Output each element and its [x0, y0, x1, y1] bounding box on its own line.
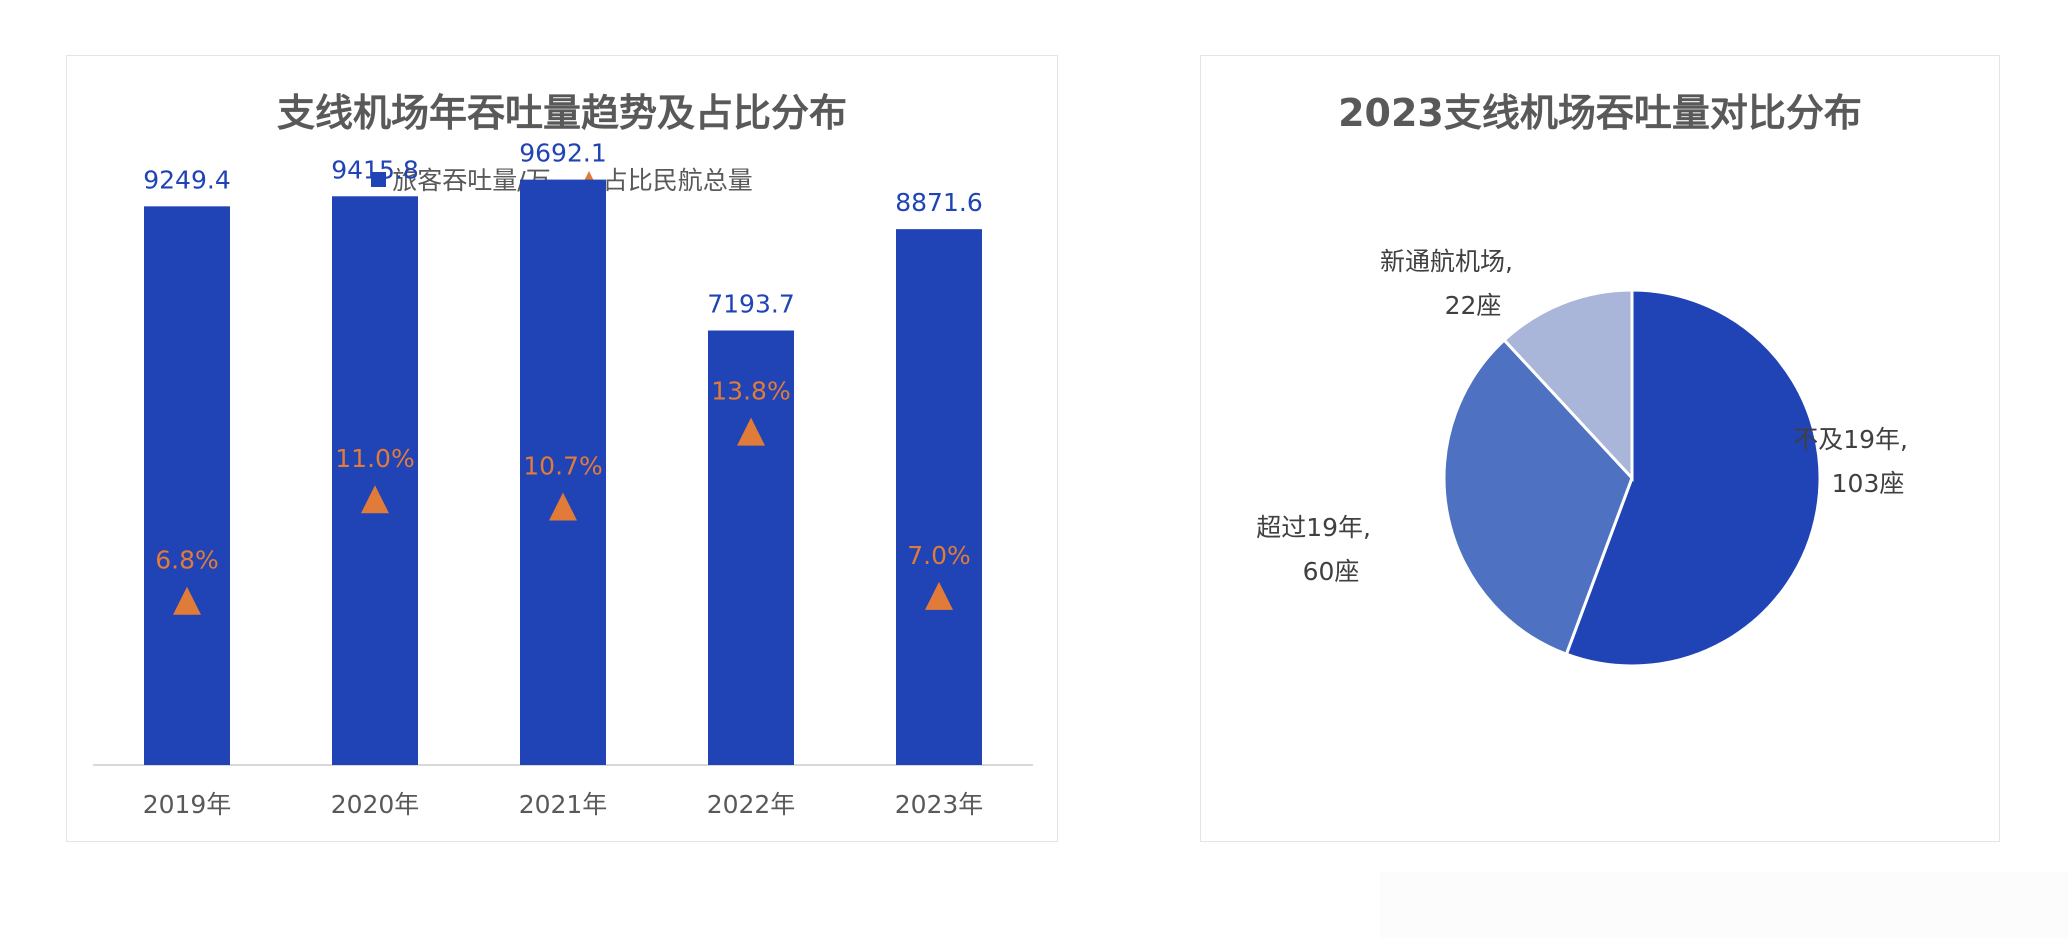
pie-chart-panel: 2023支线机场吞吐量对比分布 不及19年, 103座超过19年, 60座 新通航机场… [1200, 55, 2000, 842]
bar-value-label-1: 9249.4 [143, 165, 230, 194]
bar-4 [708, 330, 794, 765]
legend-square-icon [371, 171, 387, 187]
x-tick-label-2: 2020年 [331, 790, 420, 819]
pie-slice-1 [1564, 288, 1822, 668]
share-marker-2 [361, 485, 389, 514]
bar-value-label-5: 8871.6 [895, 188, 982, 217]
bar-chart-title: 支线机场年吞吐量趋势及占比分布 [276, 91, 847, 135]
share-label-4: 13.8% [711, 377, 790, 406]
pie-label-1-line2: 103座 [1832, 469, 1905, 498]
x-tick-label-4: 2022年 [707, 790, 796, 819]
share-marker-5 [925, 581, 953, 610]
background-fade [1380, 872, 2068, 938]
bar-chart-panel: 支线机场年吞吐量趋势及占比分布 旅客吞吐量/万 占比民航总量 9249.4 6.8… [66, 55, 1058, 842]
bar-value-label-4: 7193.7 [707, 290, 794, 319]
share-marker-1 [173, 586, 201, 615]
pie-slice-3 [1502, 288, 1634, 482]
pie-label-2-line1: 超过19年, [1256, 513, 1371, 542]
bar-value-label-3: 9692.1 [519, 139, 606, 168]
x-tick-label-3: 2021年 [519, 790, 608, 819]
pie-slice-2 [1442, 337, 1634, 657]
legend-label-share: 占比民航总量 [602, 166, 753, 195]
share-label-2: 11.0% [335, 444, 414, 473]
share-marker-4 [737, 417, 765, 446]
bar-chart-plot: 9249.4 6.8% 2019年 9415.8 11.0% 2020年 9692.1 10.… [93, 139, 1033, 819]
pie-label-3-line1: 新通航机场, [1380, 247, 1513, 276]
share-label-1: 6.8% [155, 546, 219, 575]
share-label-5: 7.0% [907, 541, 971, 570]
pie-label-1-line1: 不及19年, [1793, 425, 1908, 454]
bar-chart-legend: 旅客吞吐量/万 占比民航总量 [67, 161, 1057, 197]
bar-2 [332, 196, 418, 766]
share-label-3: 10.7% [523, 451, 602, 480]
legend-item-share: 占比民航总量 [580, 161, 753, 197]
x-tick-label-1: 2019年 [143, 790, 232, 819]
x-tick-label-5: 2023年 [895, 790, 984, 819]
bar-1 [144, 206, 230, 765]
bar-5 [896, 229, 982, 765]
pie-chart-title: 2023支线机场吞吐量对比分布 [1338, 91, 1862, 135]
share-marker-3 [549, 492, 577, 521]
bar-3 [520, 179, 606, 765]
bar-value-label-2: 9415.8 [331, 155, 418, 184]
pie-label-2-line2: 60座 [1303, 557, 1360, 586]
pie-label-3-line2: 22座 [1445, 291, 1502, 320]
